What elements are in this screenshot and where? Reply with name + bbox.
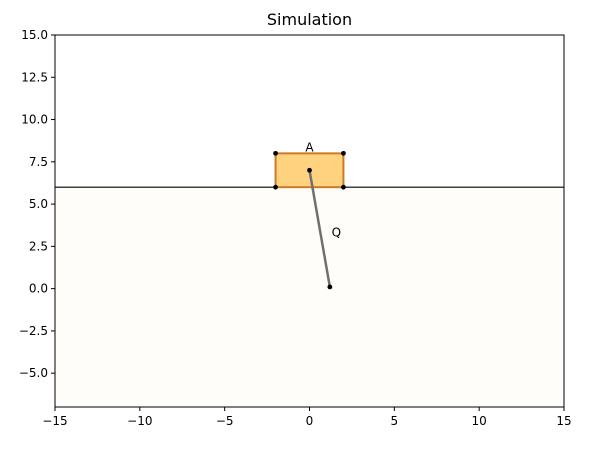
pendulum-pivot-point xyxy=(307,167,312,173)
x-tick-label: 10 xyxy=(472,414,487,428)
box-corner-point-2 xyxy=(341,150,346,156)
lower-region xyxy=(55,187,564,407)
box-corner-point-0 xyxy=(273,184,278,190)
box-corner-point-3 xyxy=(273,150,278,156)
y-tick-label: 12.5 xyxy=(21,70,48,84)
y-tick-label: 0.0 xyxy=(29,282,48,296)
y-tick-label: 15.0 xyxy=(21,28,48,42)
y-tick-label: 5.0 xyxy=(29,197,48,211)
pendulum-bob-point xyxy=(327,284,333,290)
box-corner-point-1 xyxy=(341,184,346,190)
chart-title: Simulation xyxy=(267,10,352,29)
box-label-a: A xyxy=(305,140,314,154)
axes: −15 −10 −5 0 5 10 15 −5.0 −2.5 0.0 2.5 5.0 7.5 10.0 12… xyxy=(19,28,572,428)
plot-area: AQ xyxy=(55,140,564,407)
y-tick-label: 10.0 xyxy=(21,113,48,127)
x-tick-label: −10 xyxy=(127,414,152,428)
y-tick-label: 2.5 xyxy=(29,239,48,253)
x-tick-label: −15 xyxy=(42,414,67,428)
x-tick-label: 5 xyxy=(391,414,399,428)
pendulum-label-q: Q xyxy=(332,226,341,240)
pendulum-rod xyxy=(308,169,332,289)
x-tick-label: 15 xyxy=(556,414,571,428)
x-tick-label: 0 xyxy=(306,414,314,428)
y-tick-label: 7.5 xyxy=(29,155,48,169)
y-tick-label: −5.0 xyxy=(19,366,48,380)
x-tick-label: −5 xyxy=(216,414,234,428)
y-tick-label: −2.5 xyxy=(19,324,48,338)
